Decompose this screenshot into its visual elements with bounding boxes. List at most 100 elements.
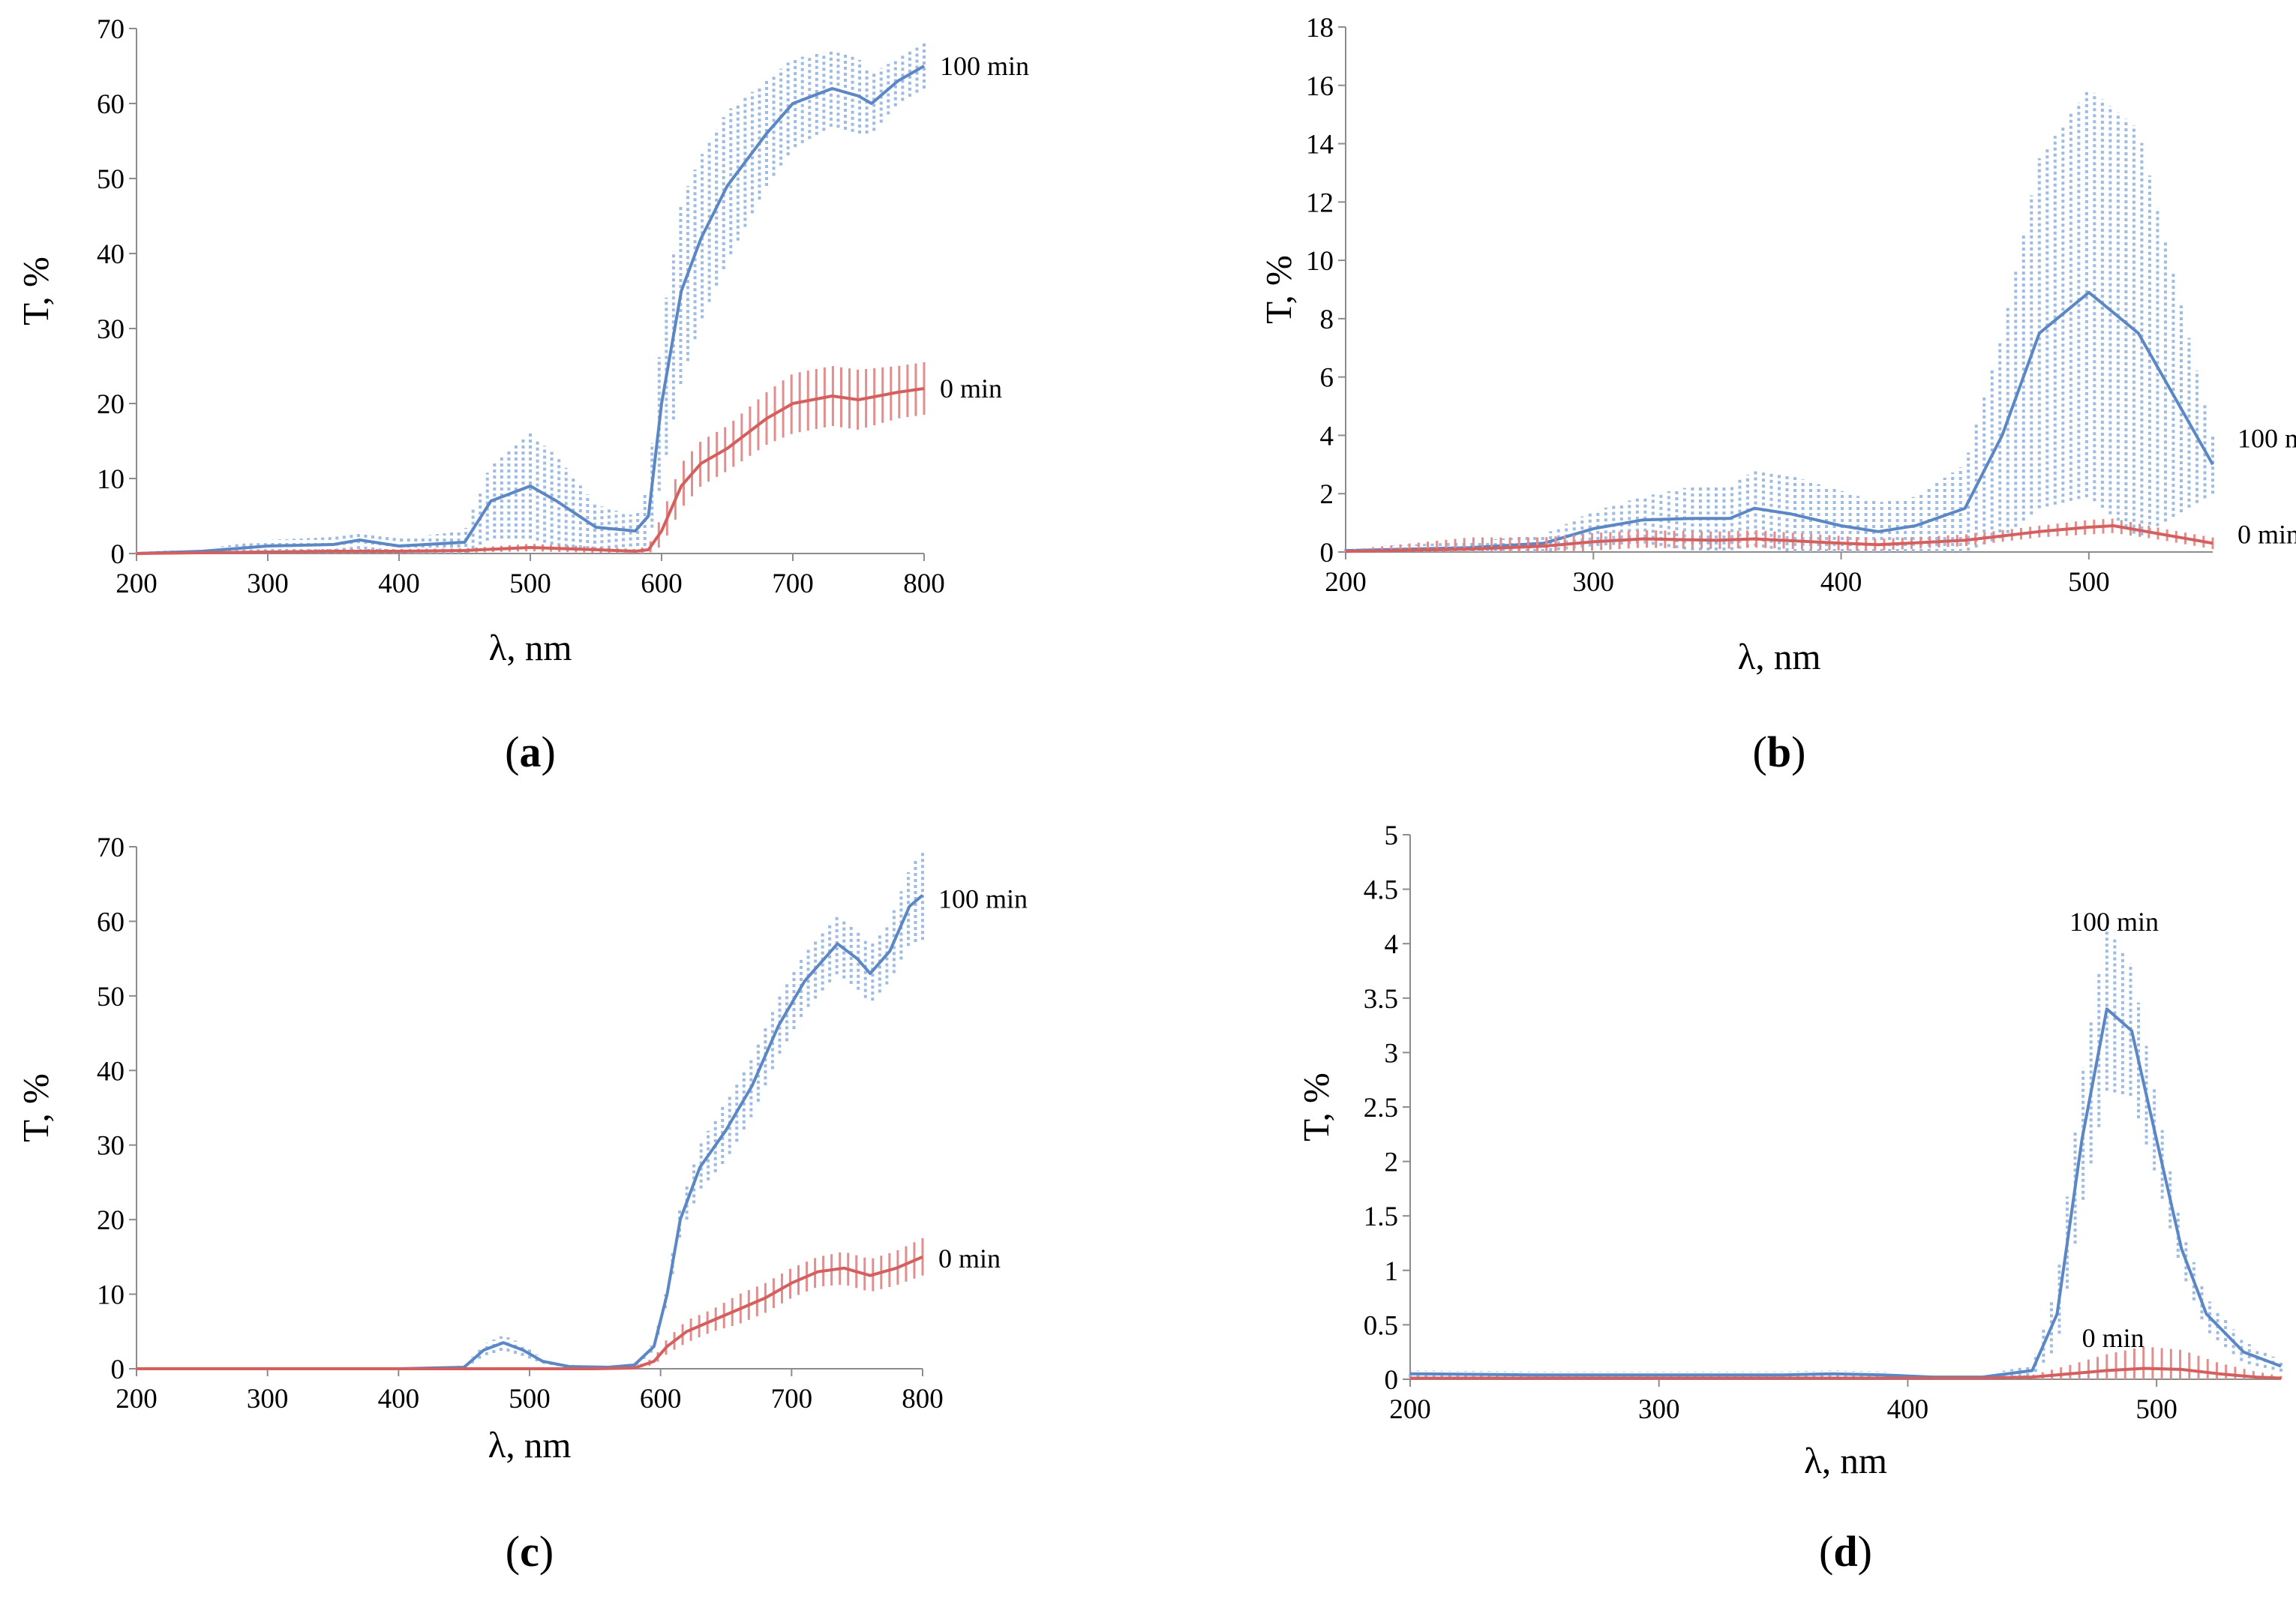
x-tick-label: 300: [1638, 1394, 1680, 1425]
chart-panel-b: 0 2 4 6 8 10 12 14 16 18 200 300 400 500 T, % λ, nm (b) 1…: [1148, 0, 2296, 801]
series-label-0-min: 0 min: [2237, 520, 2296, 550]
y-tick-label: 40: [97, 239, 125, 270]
y-tick-label: 0: [1320, 538, 1334, 568]
chart-svg: 0 10 20 30 40 50 60 70 200 300 400 500 600 700 800 T, %…: [15, 14, 1029, 776]
series-label-0-min: 0 min: [940, 374, 1002, 404]
caption-close-paren: ): [1858, 1527, 1872, 1576]
y-axis-title: T, %: [15, 256, 56, 326]
y-tick-label: 60: [97, 907, 125, 938]
caption-close-paren: ): [539, 1527, 554, 1576]
y-tick-label: 4: [1320, 421, 1334, 452]
series-line-100-min: [1409, 1007, 2282, 1379]
y-tick-label: 0: [111, 1354, 125, 1385]
x-axis-title: λ, nm: [488, 1424, 572, 1466]
y-tick-label: 2: [1385, 1148, 1399, 1178]
x-tick-label: 700: [771, 1384, 813, 1414]
x-tick-label: 300: [247, 1384, 289, 1414]
x-axis-title: λ, nm: [1804, 1440, 1887, 1481]
y-tick-label: 14: [1306, 130, 1334, 160]
y-tick-label: 30: [97, 314, 125, 345]
chart-svg: 0 10 20 30 40 50 60 70 200 300 400 500 600 700 800 T, %…: [15, 832, 1028, 1576]
x-tick-label: 600: [640, 1384, 682, 1414]
y-tick-label: 60: [97, 89, 125, 120]
series-line-0-min: [1410, 1366, 2282, 1380]
series-line-0-min: [137, 1256, 923, 1370]
y-tick-label: 50: [97, 982, 125, 1012]
panel-caption: (b): [1753, 728, 1806, 776]
series-label-0-min: 0 min: [938, 1244, 1001, 1274]
y-tick-label: 10: [97, 1280, 125, 1311]
y-tick-label: 1: [1385, 1256, 1399, 1287]
series-label-100-min: 100 min: [940, 51, 1029, 81]
y-tick-label: 16: [1306, 71, 1334, 102]
y-tick-label: 12: [1306, 188, 1334, 218]
y-tick-label: 4.5: [1364, 875, 1398, 906]
error-bars-100-min: [399, 850, 924, 1369]
caption-open-paren: (: [1819, 1527, 1833, 1576]
x-tick-label: 800: [902, 1384, 944, 1414]
x-tick-label: 400: [1820, 567, 1862, 598]
x-tick-label: 300: [247, 568, 289, 599]
panel-caption: (d): [1819, 1527, 1872, 1576]
caption-close-paren: ): [1791, 728, 1805, 776]
caption-close-paren: ): [542, 728, 556, 776]
error-bars-100-min: [135, 44, 926, 554]
y-tick-label: 0: [111, 539, 125, 570]
x-tick-label: 400: [378, 568, 420, 599]
chart-panel-a: 0 10 20 30 40 50 60 70 200 300 400 500 600 700 800 T, %…: [0, 0, 1148, 801]
x-tick-label: 500: [509, 1384, 551, 1414]
x-tick-label: 500: [2068, 567, 2110, 598]
series-line-0-min: [136, 387, 925, 555]
series-line-100-min: [137, 894, 924, 1370]
x-tick-label: 200: [116, 1384, 158, 1414]
y-tick-label: 20: [97, 389, 125, 420]
x-axis-title: λ, nm: [1738, 636, 1821, 677]
y-tick-label: 50: [97, 164, 125, 195]
y-tick-label: 10: [97, 464, 125, 495]
caption-letter: d: [1833, 1527, 1857, 1576]
y-tick-label: 5: [1385, 820, 1399, 851]
caption-open-paren: (: [505, 728, 519, 776]
x-axis-title: λ, nm: [489, 627, 572, 668]
y-tick-label: 2.5: [1364, 1093, 1398, 1124]
y-tick-label: 20: [97, 1205, 125, 1236]
y-tick-label: 1.5: [1364, 1202, 1398, 1232]
x-tick-label: 500: [2135, 1394, 2177, 1425]
series-label-100-min: 100 min: [2237, 423, 2296, 453]
caption-letter: a: [520, 728, 542, 776]
panel-caption: (a): [505, 728, 556, 776]
caption-open-paren: (: [506, 1527, 520, 1576]
chart-panel-c: 0 10 20 30 40 50 60 70 200 300 400 500 600 700 800 T, %…: [0, 801, 1148, 1602]
y-tick-label: 0: [1385, 1365, 1399, 1396]
series-line-100-min: [136, 64, 925, 555]
y-axis-title: T, %: [15, 1073, 56, 1142]
y-tick-label: 2: [1320, 479, 1334, 510]
error-bars-100-min: [1344, 91, 2214, 552]
x-tick-label: 300: [1573, 567, 1615, 598]
caption-letter: b: [1767, 728, 1791, 776]
x-tick-label: 400: [378, 1384, 420, 1414]
y-tick-label: 3.5: [1364, 984, 1398, 1015]
series-line-100-min: [1345, 290, 2214, 553]
y-axis-title: T, %: [1295, 1072, 1337, 1142]
y-tick-label: 0.5: [1364, 1310, 1398, 1341]
x-tick-label: 400: [1887, 1394, 1929, 1425]
series-label-0-min: 0 min: [2082, 1323, 2144, 1353]
chart-svg: 0 2 4 6 8 10 12 14 16 18 200 300 400 500 T, % λ, nm (b) 1…: [1258, 13, 2296, 776]
x-tick-label: 700: [772, 568, 814, 599]
panel-caption: (c): [506, 1527, 554, 1576]
chart-svg: 0 0.5 1 1.5 2 2.5 3 3.5 4 4.5 5 200 300 400 500 T, % λ, …: [1295, 820, 2282, 1576]
series-label-100-min: 100 min: [938, 884, 1028, 914]
y-tick-label: 70: [97, 14, 125, 45]
x-tick-label: 200: [1325, 567, 1367, 598]
chart-panel-d: 0 0.5 1 1.5 2 2.5 3 3.5 4 4.5 5 200 300 400 500 T, % λ, …: [1148, 801, 2296, 1602]
caption-open-paren: (: [1753, 728, 1767, 776]
y-tick-label: 8: [1320, 304, 1334, 335]
x-tick-label: 500: [509, 568, 551, 599]
x-tick-label: 200: [1389, 1394, 1431, 1425]
series-label-100-min: 100 min: [2069, 907, 2159, 937]
y-tick-label: 6: [1320, 363, 1334, 394]
x-tick-label: 200: [116, 568, 158, 599]
y-tick-label: 70: [97, 832, 125, 863]
caption-letter: c: [520, 1527, 539, 1576]
